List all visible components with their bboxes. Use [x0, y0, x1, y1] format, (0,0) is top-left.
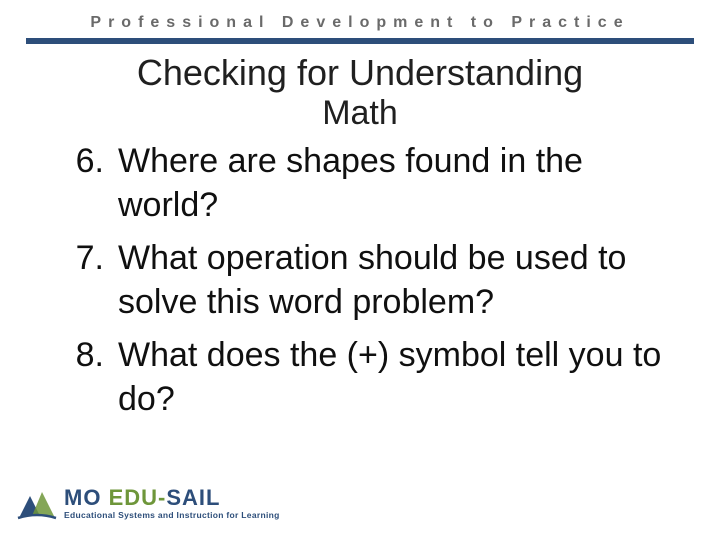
list-item: 8. What does the (+) symbol tell you to … — [48, 334, 688, 421]
slide-title: Checking for Understanding — [0, 54, 720, 92]
header-tagline: Professional Development to Practice — [0, 14, 720, 32]
list-number: 7. — [48, 237, 118, 324]
logo-brand-sail: SAIL — [166, 485, 220, 510]
footer-logo: MO EDU-SAIL Educational Systems and Inst… — [16, 484, 280, 522]
logo-brand-edu: EDU- — [101, 485, 166, 510]
logo-text: MO EDU-SAIL Educational Systems and Inst… — [64, 487, 280, 520]
logo-brand: MO EDU-SAIL — [64, 487, 280, 509]
list-item: 7. What operation should be used to solv… — [48, 237, 688, 324]
logo-brand-mo: MO — [64, 485, 101, 510]
slide-subtitle: Math — [0, 94, 720, 133]
header-rule — [26, 38, 694, 44]
list-number: 8. — [48, 334, 118, 421]
logo-subtext: Educational Systems and Instruction for … — [64, 511, 280, 520]
list-text: Where are shapes found in the world? — [118, 140, 688, 227]
list-number: 6. — [48, 140, 118, 227]
list-item: 6. Where are shapes found in the world? — [48, 140, 688, 227]
list-text: What does the (+) symbol tell you to do? — [118, 334, 688, 421]
slide: Professional Development to Practice Che… — [0, 0, 720, 540]
question-list: 6. Where are shapes found in the world? … — [48, 140, 688, 431]
logo-mark-icon — [16, 484, 58, 522]
list-text: What operation should be used to solve t… — [118, 237, 688, 324]
